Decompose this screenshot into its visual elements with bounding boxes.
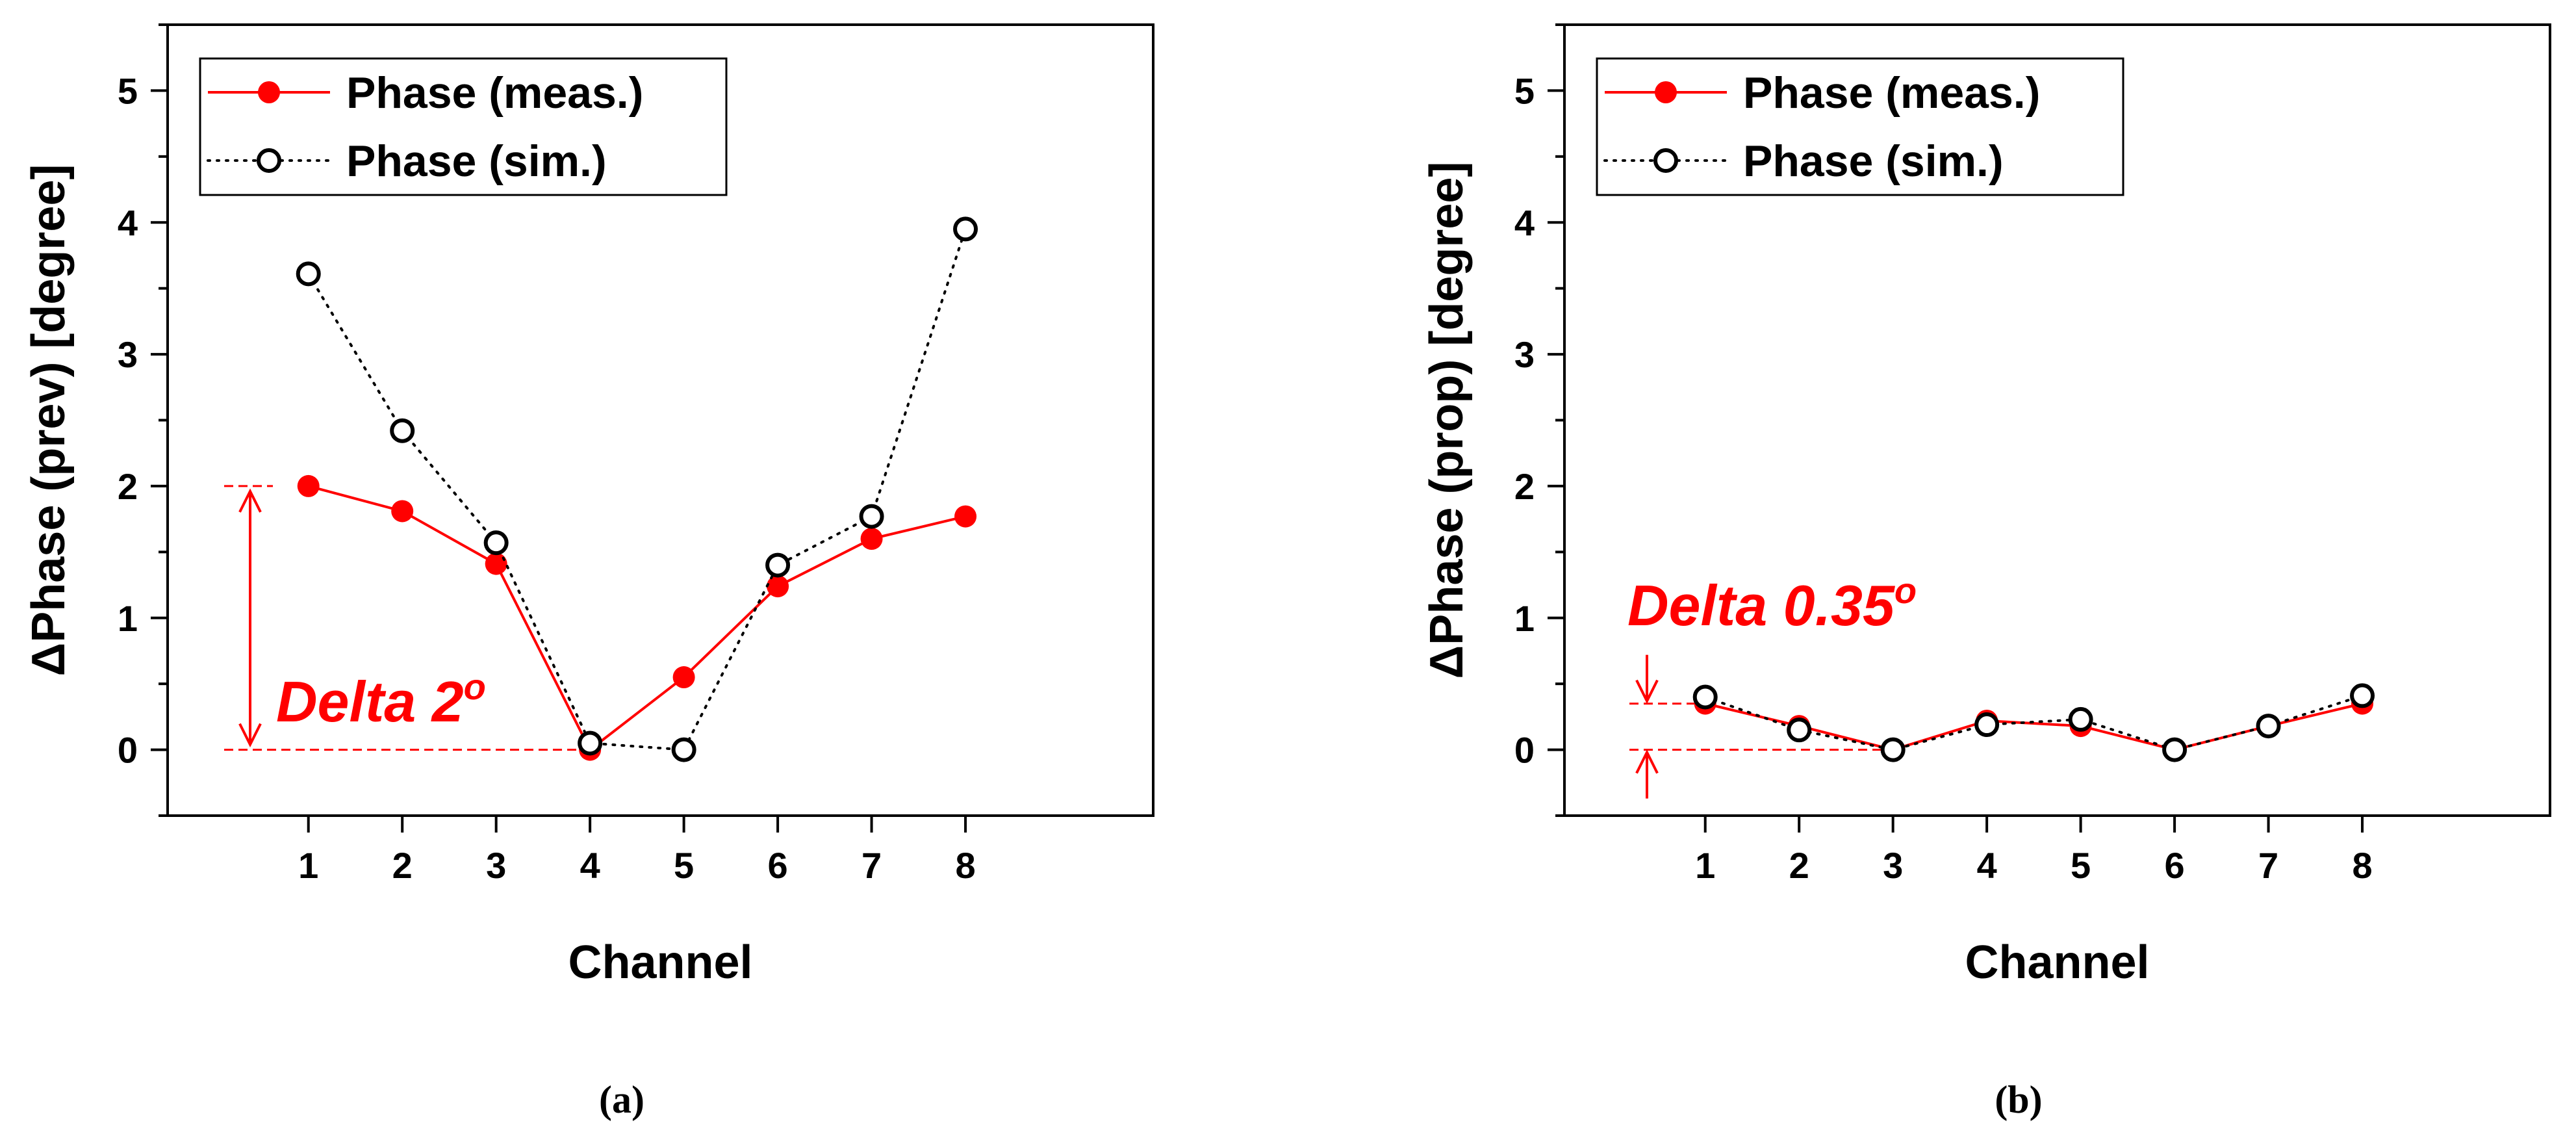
data-point xyxy=(860,528,883,550)
legend-box xyxy=(199,57,728,196)
legend-label: Phase (meas.) xyxy=(1743,68,2040,118)
data-point xyxy=(297,474,320,497)
data-point xyxy=(578,731,603,756)
delta-arrow-up-icon xyxy=(1635,749,1659,774)
y-axis-title: ΔPhase (prop) [degree] xyxy=(1421,162,1473,679)
data-point xyxy=(2350,683,2375,708)
legend-marker-simulated xyxy=(1653,148,1678,173)
x-axis-title: Channel xyxy=(1965,937,2149,989)
x-tick-label: 7 xyxy=(2258,845,2278,886)
data-point xyxy=(672,666,695,689)
data-point xyxy=(859,504,884,529)
series-simulated xyxy=(1692,683,2375,762)
panel-label: (b) xyxy=(1995,1078,2042,1121)
data-point xyxy=(1787,718,1812,743)
delta-annotation: Delta 0.35o xyxy=(1627,570,1917,799)
x-tick-label: 8 xyxy=(2352,845,2372,886)
x-tick-label: 6 xyxy=(768,845,788,886)
delta-label: Delta 0.35o xyxy=(1627,570,1917,638)
series-line xyxy=(307,227,967,751)
x-tick-label: 4 xyxy=(580,845,600,886)
legend-label: Phase (meas.) xyxy=(346,68,643,118)
y-tick-label: 3 xyxy=(118,334,138,375)
y-tick-label: 2 xyxy=(1514,466,1535,507)
y-tick-label: 5 xyxy=(118,70,138,111)
delta-value: 2 xyxy=(431,669,464,734)
data-point xyxy=(483,530,509,556)
legend-box xyxy=(1596,57,2124,196)
x-tick-label: 1 xyxy=(298,845,318,886)
data-point xyxy=(1880,737,1906,762)
series-measured xyxy=(297,474,977,761)
legend-label: Phase (sim.) xyxy=(346,136,607,186)
data-point xyxy=(485,552,507,575)
y-tick-label: 4 xyxy=(118,202,138,243)
delta-label: Delta 2o xyxy=(276,666,486,734)
chart-panel-2: 0 1 2 3 4 5 1 2 3 4 5 6 7 8 Channel ΔPhase (prop) [degr… xyxy=(1421,23,2551,1121)
y-tick-label: 5 xyxy=(1514,70,1535,111)
y-axis-title: ΔPhase (prev) [degree] xyxy=(23,164,75,677)
delta-annotation: Delta 2o xyxy=(224,485,581,751)
data-point xyxy=(671,737,696,762)
delta-arrow-up-icon xyxy=(238,488,262,513)
panel-label: (a) xyxy=(599,1078,644,1121)
delta-superscript: o xyxy=(464,666,486,707)
legend-label: Phase (sim.) xyxy=(1743,136,2004,186)
data-point xyxy=(1692,684,1718,710)
y-tick-label: 3 xyxy=(1514,334,1535,375)
x-tick-label: 2 xyxy=(1789,845,1809,886)
delta-prefix: Delta xyxy=(1627,573,1783,638)
x-tick-label: 8 xyxy=(955,845,975,886)
x-tick-label: 4 xyxy=(1977,845,1997,886)
legend-marker-simulated xyxy=(257,148,281,173)
y-tick-label: 0 xyxy=(118,730,138,771)
chart-panel-1: 0 1 2 3 4 5 1 2 3 4 5 6 7 8 Channel ΔPhase (prev) [degr… xyxy=(23,23,1154,1121)
y-tick-label: 1 xyxy=(118,598,138,639)
x-tick-label: 5 xyxy=(2071,845,2091,886)
delta-value: 0.35 xyxy=(1783,573,1895,638)
delta-arrow-down-icon xyxy=(238,723,262,748)
x-tick-label: 7 xyxy=(861,845,882,886)
x-tick-label: 3 xyxy=(1883,845,1903,886)
data-point xyxy=(296,261,321,287)
x-tick-label: 1 xyxy=(1695,845,1715,886)
y-tick-label: 2 xyxy=(118,466,138,507)
delta-superscript: o xyxy=(1894,570,1917,611)
delta-arrow-down-icon xyxy=(1635,679,1659,705)
series-line xyxy=(1703,694,2364,751)
legend: Phase (meas.) Phase (sim.) xyxy=(199,57,728,196)
data-point xyxy=(390,418,415,443)
x-tick-label: 2 xyxy=(392,845,413,886)
y-tick-label: 4 xyxy=(1514,202,1535,243)
delta-prefix: Delta xyxy=(276,669,432,734)
data-point xyxy=(767,575,789,598)
series-line xyxy=(308,484,966,752)
y-tick-label: 1 xyxy=(1514,598,1535,639)
data-point xyxy=(953,216,978,242)
y-tick-label: 0 xyxy=(1514,730,1535,771)
x-tick-label: 6 xyxy=(2165,845,2185,886)
series-simulated xyxy=(296,216,978,762)
data-point xyxy=(1974,712,2000,738)
x-axis-title: Channel xyxy=(568,937,752,989)
data-point xyxy=(391,500,414,523)
legend-marker-measured xyxy=(1655,81,1677,103)
data-point xyxy=(2256,714,2281,739)
data-point xyxy=(954,505,977,528)
legend-marker-measured xyxy=(258,81,280,103)
data-point xyxy=(2162,737,2187,762)
legend: Phase (meas.) Phase (sim.) xyxy=(1596,57,2124,196)
data-point xyxy=(765,552,791,578)
x-tick-label: 3 xyxy=(486,845,506,886)
data-point xyxy=(2068,706,2093,732)
x-tick-label: 5 xyxy=(674,845,694,886)
